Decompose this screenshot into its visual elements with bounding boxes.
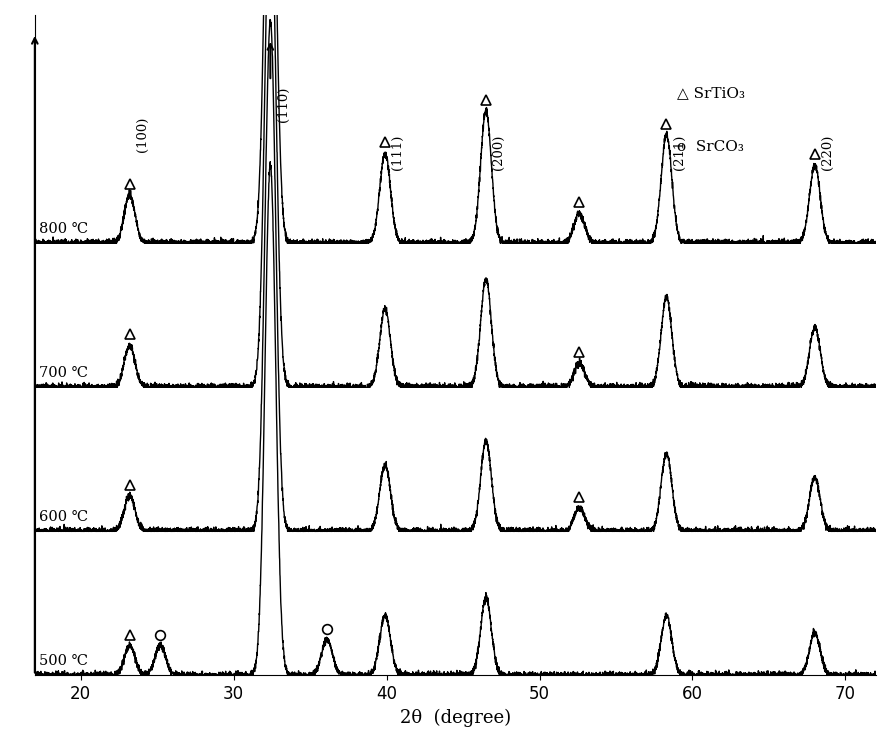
Text: 600 ℃: 600 ℃ — [39, 510, 88, 524]
Text: 700 ℃: 700 ℃ — [39, 366, 88, 380]
Text: o  SrCO₃: o SrCO₃ — [677, 140, 744, 154]
Text: (110): (110) — [276, 87, 290, 122]
Text: (211): (211) — [673, 135, 685, 171]
Text: (111): (111) — [391, 135, 405, 171]
X-axis label: 2θ  (degree): 2θ (degree) — [400, 709, 511, 727]
Text: 800 ℃: 800 ℃ — [39, 222, 88, 236]
Text: 500 ℃: 500 ℃ — [39, 654, 88, 669]
Text: (100): (100) — [135, 117, 149, 152]
Text: △ SrTiO₃: △ SrTiO₃ — [677, 86, 745, 100]
Text: (220): (220) — [821, 135, 834, 171]
Text: (200): (200) — [492, 135, 505, 171]
